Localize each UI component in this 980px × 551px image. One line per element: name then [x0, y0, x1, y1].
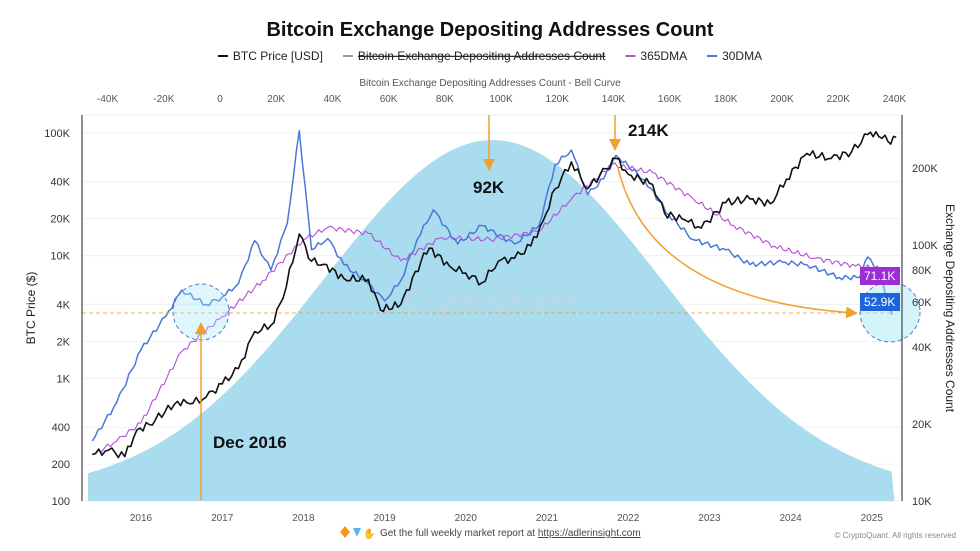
- legend-item[interactable]: 365DMA: [640, 49, 687, 63]
- annotation-214k: 214K: [628, 121, 669, 140]
- left-tick-label: 40K: [50, 177, 70, 189]
- value-label: 71.1K: [864, 269, 895, 283]
- axes: 100 200 400 1K 2K 4K 10K 20K 40K 100K 10K 20K 40K 60K…: [44, 94, 938, 524]
- x-tick-label: 2017: [211, 513, 234, 524]
- series-line-30dma: [91, 129, 893, 442]
- top-tick-label: 80K: [436, 94, 454, 105]
- watermark: CryptoQuant: [405, 286, 576, 319]
- series-layer: [91, 129, 897, 459]
- top-tick-label: 140K: [602, 94, 626, 105]
- right-tick-label: 60K: [912, 297, 932, 309]
- top-tick-label: 160K: [658, 94, 682, 105]
- value-label-box: [860, 267, 900, 285]
- chart-title: Bitcoin Exchange Depositing Addresses Co…: [266, 19, 713, 41]
- top-tick-label: 220K: [827, 94, 851, 105]
- top-axis-label: Bitcoin Exchange Depositing Addresses Co…: [359, 78, 621, 89]
- x-tick-label: 2020: [455, 513, 478, 524]
- copyright: © CryptoQuant. All rights reserved: [835, 531, 957, 540]
- x-tick-label: 2021: [536, 513, 559, 524]
- right-tick-label: 100K: [912, 240, 938, 252]
- curved-arrow: [617, 167, 858, 319]
- right-tick-label: 200K: [912, 163, 938, 175]
- right-tick-label: 10K: [912, 496, 932, 508]
- right-tick-label: 40K: [912, 342, 932, 354]
- left-tick-label: 200: [52, 459, 70, 471]
- top-tick-label: 200K: [770, 94, 794, 105]
- series-line-365dma: [92, 162, 893, 456]
- left-tick-label: 4K: [57, 299, 71, 311]
- top-tick-label: 240K: [883, 94, 907, 105]
- footer-text: Get the full weekly market report at htt…: [380, 528, 641, 539]
- left-tick-label: 100K: [44, 128, 70, 140]
- left-tick-label: 100: [52, 496, 70, 508]
- top-tick-label: -20K: [153, 94, 174, 105]
- bell-curve-layer: [87, 140, 895, 501]
- legend-item[interactable]: BTC Price [USD]: [233, 49, 323, 63]
- left-tick-label: 20K: [50, 214, 70, 226]
- value-label: 52.9K: [864, 295, 895, 309]
- x-tick-label: 2025: [861, 513, 884, 524]
- orange-diamond-icon: [340, 526, 350, 538]
- top-tick-label: 0: [217, 94, 223, 105]
- bell-curve: [87, 140, 895, 501]
- x-tick-label: 2019: [373, 513, 396, 524]
- left-axis-title: BTC Price ($): [24, 272, 38, 345]
- highlight-circle-2025: [859, 281, 921, 343]
- right-tick-label: 80K: [912, 265, 932, 277]
- series-line-btc-price-usd-: [92, 131, 897, 459]
- legend-item[interactable]: 30DMA: [722, 49, 762, 63]
- left-tick-label: 1K: [57, 373, 71, 385]
- x-tick-label: 2022: [617, 513, 640, 524]
- top-tick-label: -40K: [97, 94, 118, 105]
- left-tick-label: 2K: [57, 336, 71, 348]
- footer-link[interactable]: https://adlerinsight.com: [538, 528, 641, 539]
- raised-hands-icon: ✋: [363, 527, 375, 540]
- left-tick-label: 400: [52, 422, 70, 434]
- legend-item[interactable]: Bitcoin Exchange Depositing Addresses Co…: [358, 49, 606, 63]
- annotation-92k: 92K: [473, 178, 505, 197]
- right-axis-title: Exchange Depositing Addresses Count: [943, 204, 957, 413]
- top-tick-label: 60K: [380, 94, 398, 105]
- x-tick-label: 2024: [779, 513, 802, 524]
- x-tick-label: 2023: [698, 513, 721, 524]
- footer: ✋ Get the full weekly market report at h…: [340, 526, 956, 540]
- top-tick-label: 120K: [546, 94, 570, 105]
- top-tick-label: 20K: [267, 94, 285, 105]
- top-tick-label: 40K: [324, 94, 342, 105]
- top-tick-label: 180K: [714, 94, 738, 105]
- value-label-box: [860, 293, 900, 311]
- annotation-layer: 92K 214K Dec 2016 71.1K 52.9K: [82, 115, 921, 500]
- annotation-dec-2016: Dec 2016: [213, 433, 287, 452]
- blue-gem-icon: [353, 528, 361, 537]
- x-tick-label: 2016: [130, 513, 153, 524]
- legend: BTC Price [USD] Bitcoin Exchange Depositi…: [217, 49, 762, 63]
- top-tick-label: 100K: [489, 94, 513, 105]
- left-tick-label: 10K: [50, 251, 70, 263]
- right-tick-label: 20K: [912, 419, 932, 431]
- x-tick-label: 2018: [292, 513, 315, 524]
